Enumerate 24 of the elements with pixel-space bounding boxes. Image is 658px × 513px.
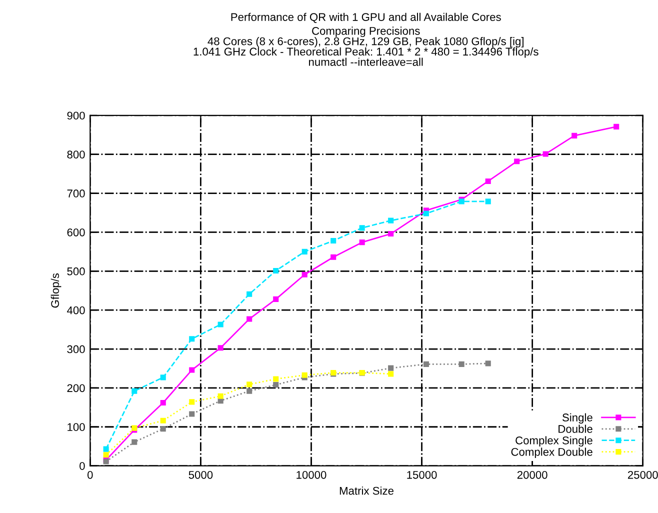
y-tick-label: 500 [67,267,85,276]
x-tick-label: 15000 [407,470,437,479]
y-tick-label: 900 [67,112,85,120]
y-tick-label: 600 [67,228,85,236]
x-tick-label: 10000 [296,470,326,479]
y-tick-label: 400 [67,306,85,314]
y-tick-label: 700 [67,190,85,198]
legend-label: Double [558,424,592,433]
y-tick-label: 0 [80,462,85,470]
y-tick-label: 800 [67,150,85,158]
x-tick-label: 20000 [517,470,548,479]
y-tick-label: 200 [67,384,85,392]
x-axis-title: Matrix Size [340,486,394,495]
y-tick-label: 300 [67,345,85,354]
y-axis-title: Gflop/s [50,273,62,308]
chart-subtitle: Comparing Precisions 48 Cores (8 x 6-cores), 2.8 GHz, 129 GB, Peak 1080 Gflop/s [ig] 1.041 GHz Clock - Theoretical Peak: 1.401 * 2 * 480 = 1.34496 Tflop/s numactl --interleave=all [194,26,538,66]
x-tick-label: 0 [87,470,93,479]
legend-label: Single [562,413,592,424]
legend-label: Complex Double [511,448,592,458]
y-tick-label: 100 [68,423,85,432]
x-tick-label: 25000 [628,470,658,479]
legend-label: Complex Single [516,436,592,447]
x-tick-label: 5000 [188,470,213,479]
chart-title: Performance of QR with 1 GPU and all Available Cores [231,12,501,23]
